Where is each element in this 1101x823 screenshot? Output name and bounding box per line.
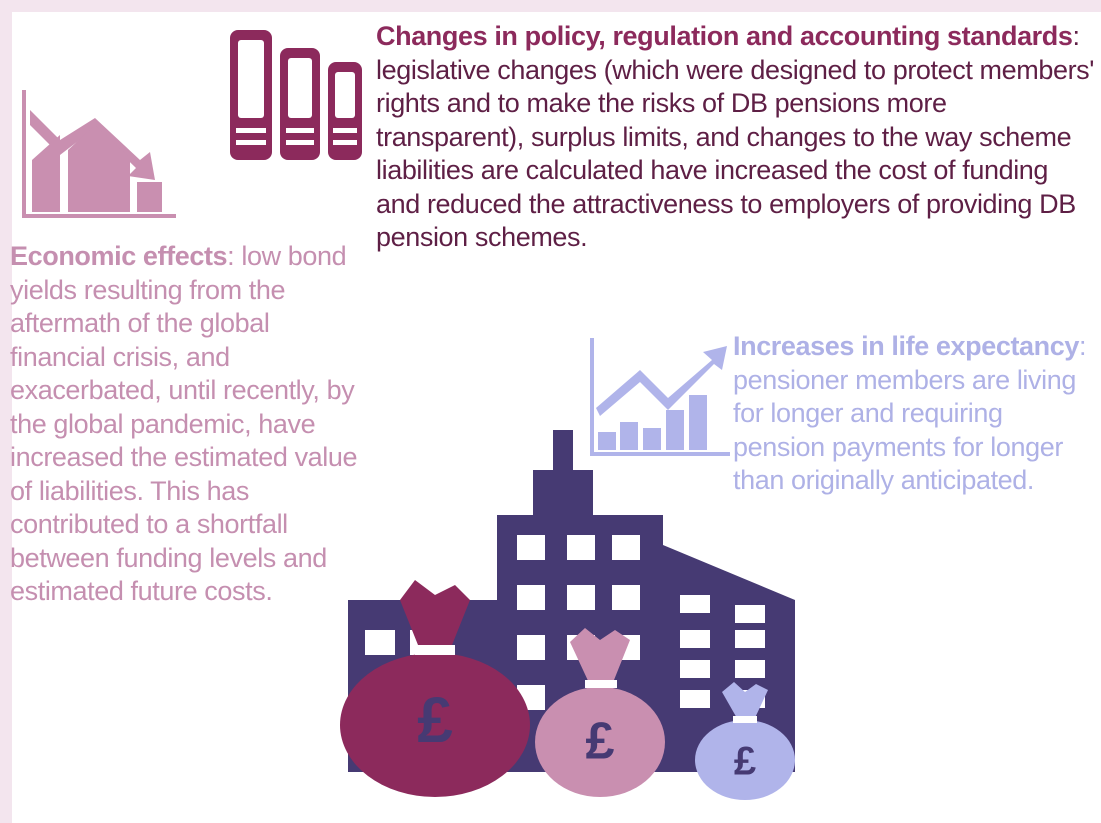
economic-section: Economic effects: low bond yields result… — [10, 240, 362, 609]
declining-chart-icon — [22, 90, 176, 218]
life-expectancy-section: Increases in life expectancy: pensioner … — [733, 330, 1095, 498]
rising-chart-icon — [590, 338, 730, 456]
books-icon — [230, 30, 362, 160]
section-text: : legislative changes (which were design… — [376, 21, 1094, 252]
page: £ £ £ Changes in policy, regulation and … — [0, 0, 1101, 823]
section-heading: Changes in policy, regulation and accoun… — [376, 21, 1073, 51]
bag-symbol: £ — [734, 740, 756, 784]
bag-symbol: £ — [586, 713, 615, 771]
section-text: : low bond yields resulting from the aft… — [10, 241, 357, 606]
section-heading: Economic effects — [10, 241, 227, 271]
section-heading: Increases in life expectancy — [733, 331, 1079, 361]
bag-symbol: £ — [417, 684, 453, 756]
policy-section: Changes in policy, regulation and accoun… — [376, 20, 1096, 255]
